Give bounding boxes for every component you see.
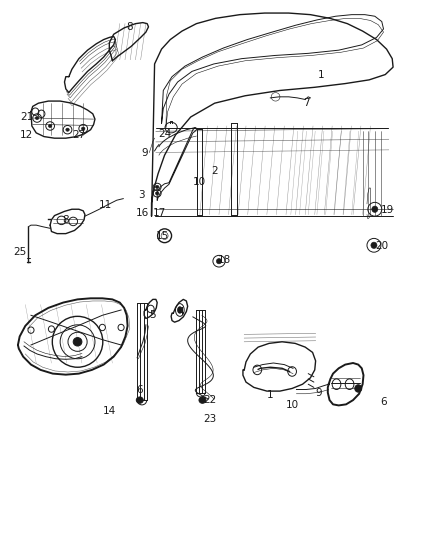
Text: 4: 4 bbox=[177, 306, 184, 317]
Text: 16: 16 bbox=[135, 208, 148, 219]
Ellipse shape bbox=[35, 116, 39, 119]
Text: 14: 14 bbox=[102, 406, 116, 416]
Ellipse shape bbox=[81, 127, 85, 130]
Text: 27: 27 bbox=[72, 130, 85, 140]
Ellipse shape bbox=[136, 397, 143, 403]
Text: 1: 1 bbox=[267, 390, 274, 400]
Text: 9: 9 bbox=[316, 387, 322, 398]
Text: 9: 9 bbox=[142, 148, 148, 158]
Ellipse shape bbox=[355, 385, 362, 392]
Text: 6: 6 bbox=[380, 397, 387, 407]
Ellipse shape bbox=[48, 124, 52, 127]
Text: 3: 3 bbox=[139, 190, 145, 200]
Ellipse shape bbox=[178, 307, 182, 313]
Ellipse shape bbox=[73, 337, 82, 346]
Ellipse shape bbox=[155, 192, 159, 195]
Text: 10: 10 bbox=[193, 176, 206, 187]
Text: 10: 10 bbox=[286, 400, 299, 410]
Text: 8: 8 bbox=[127, 22, 133, 32]
Text: 21: 21 bbox=[20, 112, 33, 122]
Text: 20: 20 bbox=[376, 241, 389, 252]
Text: 5: 5 bbox=[149, 310, 156, 320]
Ellipse shape bbox=[372, 206, 378, 213]
Text: 1: 1 bbox=[318, 70, 325, 79]
Ellipse shape bbox=[371, 242, 377, 248]
Text: 8: 8 bbox=[63, 215, 69, 225]
Text: 17: 17 bbox=[152, 208, 166, 219]
Ellipse shape bbox=[155, 185, 159, 189]
Ellipse shape bbox=[66, 128, 69, 131]
Text: 11: 11 bbox=[99, 200, 112, 210]
Text: 15: 15 bbox=[156, 231, 169, 241]
Ellipse shape bbox=[199, 397, 206, 403]
Text: 7: 7 bbox=[303, 98, 309, 108]
Ellipse shape bbox=[216, 259, 222, 264]
Text: 19: 19 bbox=[381, 205, 395, 215]
Text: 22: 22 bbox=[203, 395, 216, 405]
Text: 2: 2 bbox=[212, 166, 218, 176]
Text: 6: 6 bbox=[137, 384, 143, 394]
Text: 12: 12 bbox=[20, 130, 33, 140]
Text: 24: 24 bbox=[158, 129, 171, 139]
Text: 23: 23 bbox=[203, 414, 216, 424]
Text: 25: 25 bbox=[13, 247, 26, 257]
Text: 18: 18 bbox=[218, 255, 231, 265]
